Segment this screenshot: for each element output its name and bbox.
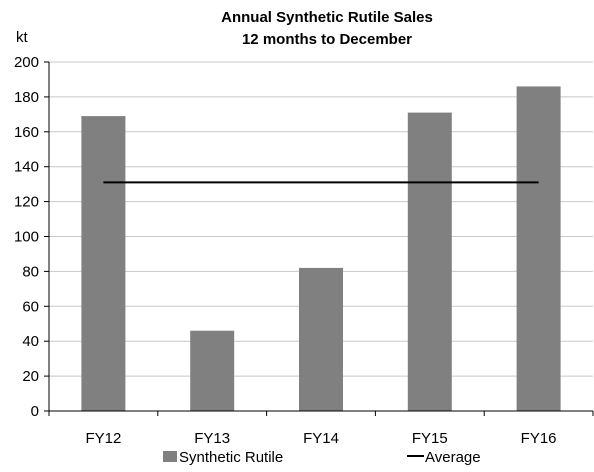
bar-series <box>81 86 561 412</box>
y-tick-label: 140 <box>14 159 39 176</box>
y-tick-label: 100 <box>14 229 39 246</box>
y-axis-unit-label: kt <box>16 29 29 46</box>
y-tick-label: 60 <box>22 298 39 315</box>
bar-fy16 <box>516 86 561 412</box>
x-tick-label: FY12 <box>85 430 121 447</box>
y-tick-label: 180 <box>14 89 39 106</box>
gridlines <box>49 61 593 377</box>
x-axis-ticks: FY12 FY13 FY14 FY15 FY16 <box>48 411 594 447</box>
legend: Synthetic Rutile Average <box>163 449 481 466</box>
y-tick-label: 80 <box>22 263 39 280</box>
y-tick-label: 40 <box>22 333 39 350</box>
bar-fy13 <box>190 330 235 411</box>
y-tick-label: 200 <box>14 54 39 71</box>
y-tick-label: 20 <box>22 368 39 385</box>
bar-fy12 <box>81 116 126 411</box>
chart-subtitle: 12 months to December <box>242 31 412 48</box>
legend-swatch-synthetic-rutile <box>163 451 177 462</box>
y-tick-label: 0 <box>31 403 39 420</box>
y-tick-label: 120 <box>14 194 39 211</box>
bar-fy14 <box>299 267 343 411</box>
y-tick-label: 160 <box>14 124 39 141</box>
y-axis-ticks: 0 20 40 60 80 100 120 140 160 180 200 <box>14 54 49 420</box>
x-tick-label: FY16 <box>521 430 557 447</box>
x-tick-label: FY14 <box>303 430 339 447</box>
x-tick-label: FY15 <box>412 430 448 447</box>
legend-label-average: Average <box>425 449 481 466</box>
bar-fy15 <box>407 112 452 411</box>
x-tick-label: FY13 <box>194 430 230 447</box>
legend-label-synthetic-rutile: Synthetic Rutile <box>179 449 283 466</box>
chart-title: Annual Synthetic Rutile Sales <box>221 9 433 26</box>
